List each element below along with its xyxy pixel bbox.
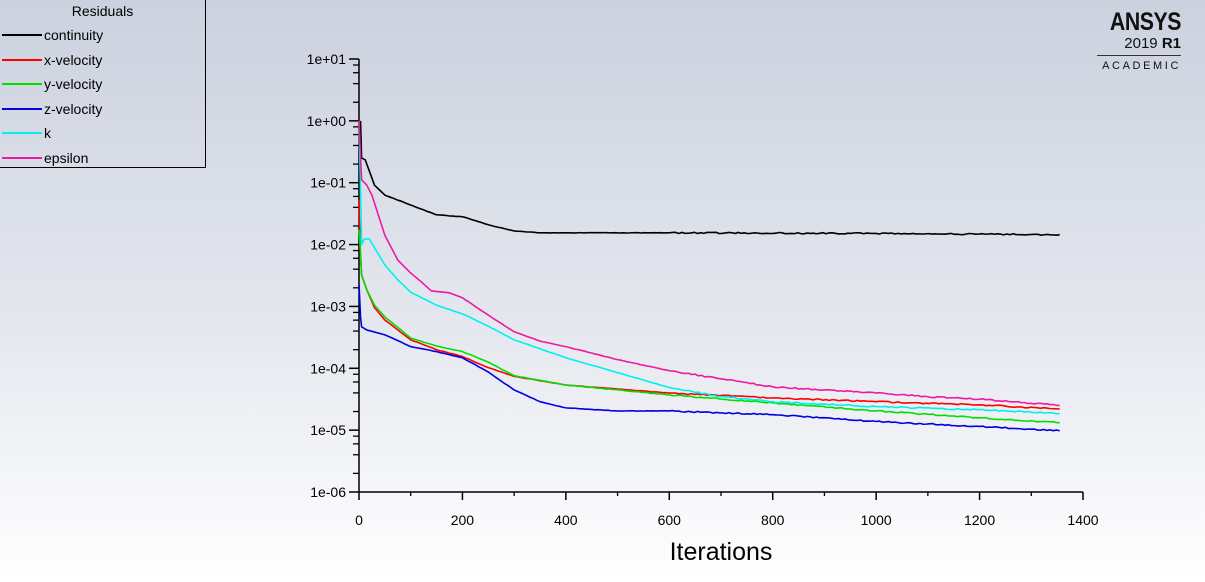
series-line-epsilon <box>359 121 1060 406</box>
x-tick-label: 800 <box>761 512 785 528</box>
y-tick-label: 1e-01 <box>310 175 346 191</box>
residuals-chart: 1e+01 1e+00 1e-01 1e-02 1e-03 1e-04 1e-05 1e-06… <box>0 0 1205 582</box>
y-tick-label: 1e+01 <box>307 51 347 67</box>
x-tick-label: 1400 <box>1067 512 1098 528</box>
y-tick-label: 1e-03 <box>310 298 346 314</box>
x-tick-label: 1200 <box>964 512 995 528</box>
x-tick-label: 600 <box>658 512 682 528</box>
y-tick-label: 1e-06 <box>310 484 346 500</box>
x-tick-label: 1000 <box>861 512 892 528</box>
x-tick-label: 400 <box>554 512 578 528</box>
x-axis-title: Iterations <box>670 538 773 566</box>
series-line-y-velocity <box>359 230 1060 423</box>
series-line-continuity <box>361 121 1060 235</box>
x-tick-label: 0 <box>355 512 363 528</box>
series-line-x-velocity <box>359 200 1060 409</box>
y-tick-label: 1e+00 <box>307 113 347 129</box>
x-tick-label: 200 <box>451 512 475 528</box>
y-tick-label: 1e-02 <box>310 237 346 253</box>
y-tick-label: 1e-05 <box>310 422 346 438</box>
y-tick-label: 1e-04 <box>310 360 346 376</box>
series-line-k <box>359 121 1060 414</box>
